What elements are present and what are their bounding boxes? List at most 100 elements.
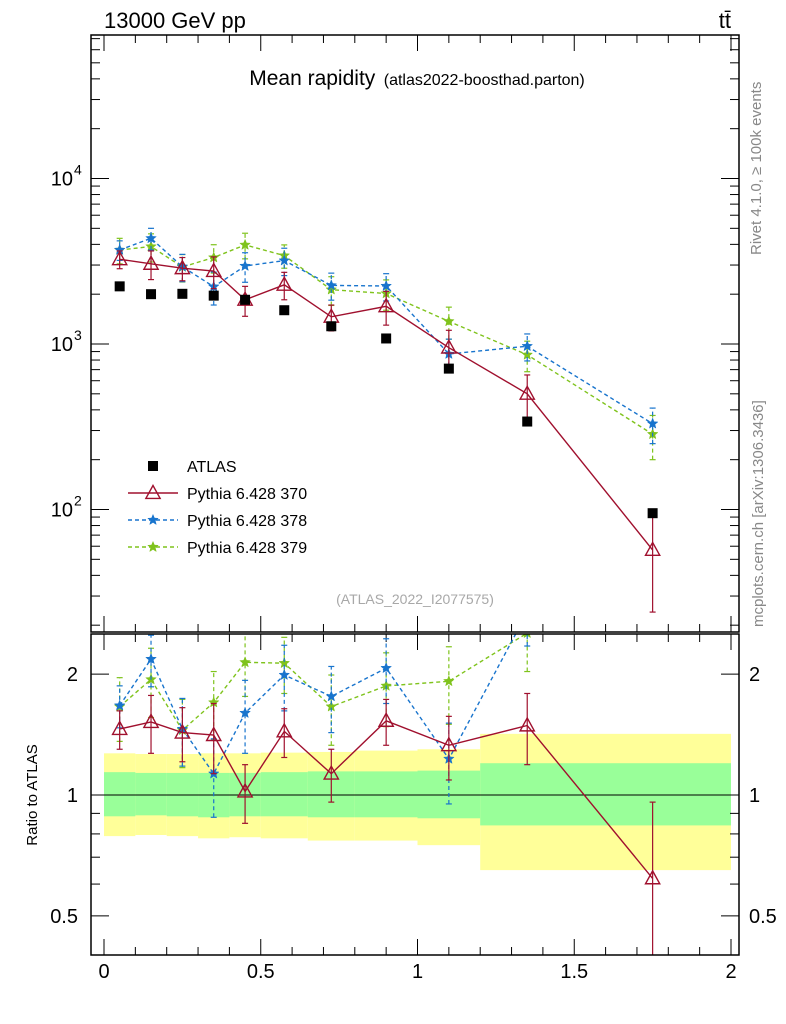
atlas-data-point [240,294,251,305]
xtick-label: 1.5 [560,961,588,983]
marker-triangle [144,484,162,500]
marker-triangle [142,254,160,270]
stat-uncertainty-band [480,763,731,826]
atlas-data-point [326,321,337,332]
analysis-watermark: (ATLAS_2022_I2077575) [336,591,494,607]
marker-triangle [111,250,128,266]
marker-triangle [174,723,191,739]
legend-entry: ATLAS [148,459,237,476]
subtitle-text: (atlas2022-boosthad.parton) [384,72,585,89]
ratio-ticks [91,634,739,955]
ratio-ytick-labels: 0.5 0.5 1 1 2 2 [50,664,777,928]
marker-triangle [440,338,458,354]
marker-star [521,340,534,352]
rivet-version-label: Rivet 4.1.0, ≥ 100k events [748,82,765,255]
xtick-label: 1 [412,961,423,983]
ratio-ytick-label-left: 0.5 [50,906,78,928]
marker-star [380,279,393,292]
stat-uncertainty-band [354,771,418,818]
main-major-ticks [91,35,739,632]
marker-triangle [644,540,661,557]
ratio-line [119,634,528,732]
marker-star [145,232,157,244]
energy-label: 13000 GeV pp [104,8,246,33]
ytick-label: 10 [51,169,73,191]
marker-star [239,656,251,668]
plot-title: Mean rapidity (atlas2022-boosthad.parton… [249,67,585,90]
legend-entry: Pythia 6.428 378 [128,513,307,530]
marker-star [522,607,532,617]
atlas-data-point [208,290,219,301]
main-frame [90,34,740,633]
marker-star [278,254,291,266]
stat-uncertainty-band [135,772,167,816]
legend-label: Pythia 6.428 378 [187,513,307,530]
legend-marker-square [148,461,158,471]
ratio-series [111,607,661,955]
series-pythia-6.428-379 [113,232,659,461]
marker-triangle [518,716,536,732]
ratio-panel: 0.5 0.5 1 1 2 2 0 0.5 1 1.5 2 Ratio to ATLAS [24,607,777,983]
atlas-data-point [647,508,658,519]
stat-uncertainty-band [260,772,308,817]
marker-star [325,690,338,702]
legend-label: Pythia 6.428 370 [187,486,307,503]
marker-triangle [205,262,223,278]
marker-star [239,238,251,250]
legend-entry: Pythia 6.428 370 [128,484,307,503]
legend: ATLAS Pythia 6.428 370 Pythia 6.428 378 Pyt… [128,459,307,557]
main-series [111,227,661,613]
atlas-data-point [443,363,454,374]
main-panel: Mean rapidity (atlas2022-boosthad.parton… [51,34,740,633]
ratio-uncertainty-bands [104,733,731,871]
ratio-series-pythia-6.428-370 [111,692,661,955]
marker-triangle [377,297,395,313]
xtick-label: 2 [725,961,736,983]
series-line [119,237,653,425]
legend-label: Pythia 6.428 379 [187,540,307,557]
marker-triangle [275,722,293,738]
legend-label: ATLAS [187,459,237,476]
ratio-xtick-labels: 0 0.5 1 1.5 2 [98,961,736,983]
series-pythia-6.428-370 [111,250,661,613]
ratio-ytick-label-right: 2 [749,664,760,686]
stat-uncertainty-band [104,772,136,817]
atlas-data-point [177,288,188,299]
ratio-ytick-label-left: 2 [67,664,78,686]
marker-star [442,675,455,687]
ytick-exponent: 3 [74,327,82,343]
ratio-ytick-label-right: 1 [749,785,760,807]
marker-star [442,315,455,327]
atlas-data-point [522,416,533,427]
xtick-label: 0.5 [247,961,275,983]
marker-triangle [236,782,254,798]
marker-star [145,652,157,665]
marker-star [278,668,291,681]
legend-entry: Pythia 6.428 379 [128,540,307,557]
marker-star [147,540,159,552]
marker-triangle [518,384,536,400]
atlas-data-point [279,305,290,316]
marker-triangle [322,764,340,780]
ratio-line [119,634,517,776]
marker-star [239,706,251,719]
mcplots-label: mcplots.cern.ch [arXiv:1306.3436] [750,400,767,627]
ratio-ytick-label-right: 0.5 [749,906,777,928]
main-minor-ticks [91,38,739,626]
marker-triangle [174,259,191,275]
ytick-exponent: 4 [74,162,82,178]
marker-triangle [111,720,128,736]
marker-triangle [275,275,293,291]
marker-triangle [142,713,160,729]
ytick-exponent: 2 [74,493,82,509]
marker-star [380,661,393,674]
title-text: Mean rapidity [249,67,376,90]
xtick-label: 0 [98,961,109,983]
atlas-data-point [381,333,392,344]
marker-triangle [205,726,223,742]
marker-star [325,279,338,291]
ytick-label: 10 [51,334,73,356]
atlas-data-point [114,281,125,292]
